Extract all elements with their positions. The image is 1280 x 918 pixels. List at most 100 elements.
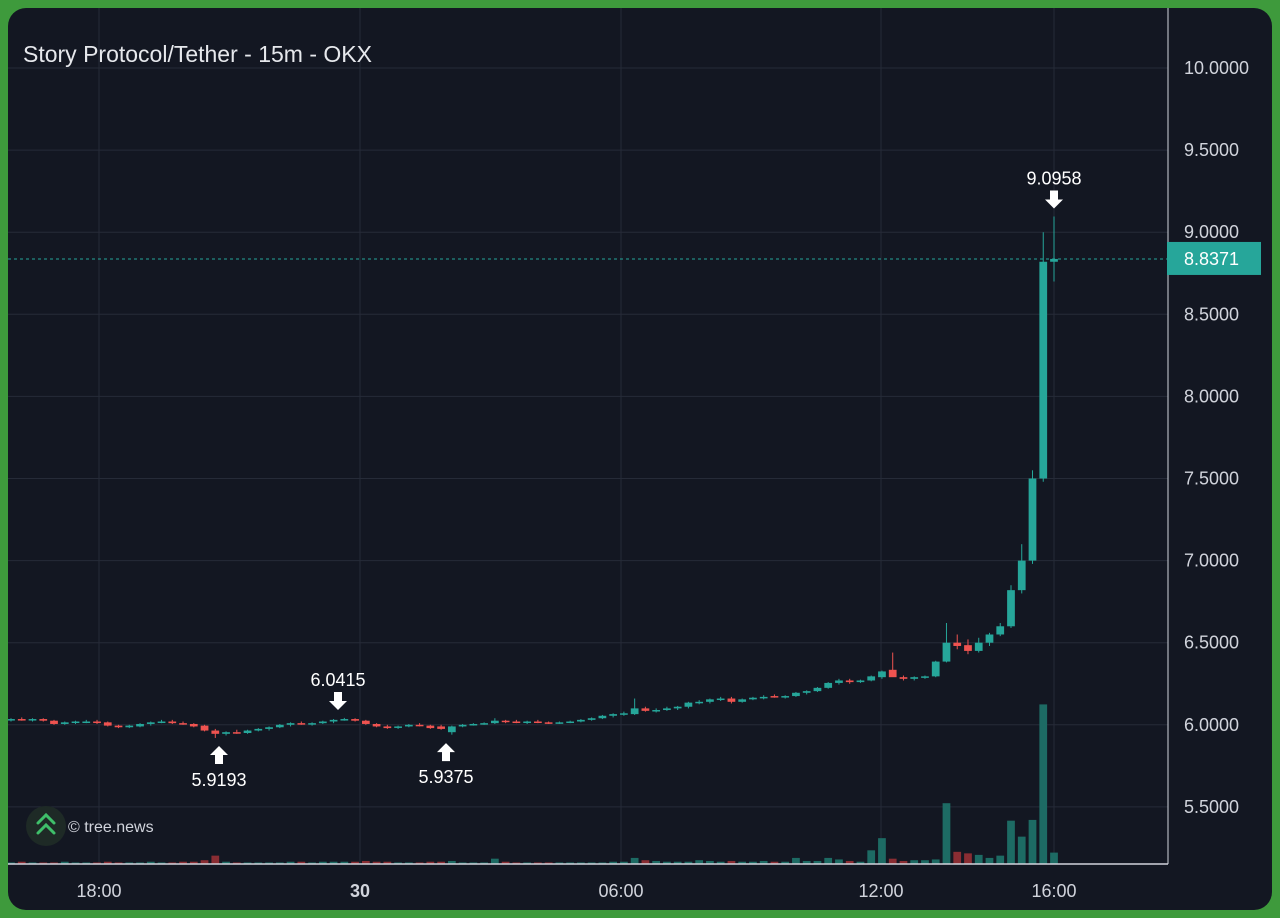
volume-bar — [673, 861, 682, 864]
candle — [394, 725, 402, 729]
candle-body — [39, 719, 48, 721]
candle — [512, 719, 521, 724]
volume-bar — [641, 860, 650, 864]
candle — [372, 723, 381, 728]
watermark: © tree.news — [26, 806, 154, 846]
candle — [469, 723, 478, 726]
volume-bar — [146, 861, 155, 864]
candle — [340, 717, 349, 721]
candle-body — [598, 715, 607, 719]
candle — [8, 718, 15, 722]
annotation-label: 5.9193 — [191, 770, 246, 790]
candle-body — [985, 634, 994, 643]
x-tick-label: 18:00 — [76, 881, 121, 901]
annotation-label: 9.0958 — [1026, 168, 1081, 188]
volume-bar — [867, 850, 876, 864]
volume-bar — [404, 862, 413, 864]
volume-bar — [125, 862, 134, 864]
candle — [114, 724, 123, 729]
chart-panel: 10.0000 9.5000 9.0000 8.5000 8.0000 7.5000 7.0… — [8, 8, 1272, 910]
candle-body — [211, 730, 220, 734]
last-price-tag: 8.8371 — [1167, 241, 1261, 275]
volume-bar — [942, 803, 951, 864]
volume-bar — [534, 862, 542, 864]
volume-bar — [8, 862, 15, 864]
y-tick-label: 7.5000 — [1184, 469, 1239, 489]
volume-bar — [888, 858, 897, 864]
candle-body — [878, 671, 886, 678]
candle-body — [663, 708, 671, 711]
candle — [200, 724, 209, 732]
volume-bar — [544, 862, 553, 864]
candle — [738, 698, 747, 703]
candle-body — [824, 682, 833, 688]
volume-bar — [770, 861, 779, 864]
candle — [243, 729, 252, 734]
candle-body — [577, 719, 585, 722]
x-tick-label: 30 — [350, 881, 370, 901]
volume-bar — [297, 861, 306, 864]
candle-body — [921, 676, 929, 678]
candle-body — [953, 642, 962, 646]
candle-body — [426, 725, 435, 729]
y-tick-label: 7.0000 — [1184, 551, 1239, 571]
volume-bar — [931, 859, 940, 864]
candle-body — [404, 724, 413, 727]
candle — [964, 639, 972, 655]
volume-bar — [953, 851, 962, 864]
candle-body — [243, 730, 252, 734]
volume-bar — [985, 857, 994, 864]
candle-body — [351, 719, 359, 721]
candle — [910, 676, 919, 681]
arrow-up-icon — [210, 746, 228, 765]
candle — [1039, 232, 1048, 482]
candle-body — [641, 708, 650, 711]
candle — [652, 708, 661, 713]
volume-bar — [813, 860, 822, 864]
candle — [168, 719, 177, 724]
candle — [706, 698, 714, 704]
candle-body — [609, 714, 618, 716]
volume-bar — [168, 862, 177, 864]
candle-body — [82, 721, 91, 724]
annotation-low: 5.9375 — [418, 743, 474, 787]
candle-body — [265, 727, 273, 729]
candle — [286, 722, 295, 727]
volume-bar — [340, 861, 349, 864]
candle — [878, 670, 886, 679]
candle-body — [749, 697, 757, 700]
candle-body — [28, 719, 37, 721]
candle-body — [856, 680, 865, 683]
volume-bar — [856, 861, 865, 864]
candle-body — [942, 642, 951, 662]
volume-bar — [243, 862, 252, 864]
volume-bar — [372, 861, 381, 864]
candle — [845, 678, 854, 684]
candle — [480, 722, 488, 725]
volume-bar — [17, 861, 26, 864]
volume-bar — [103, 861, 112, 864]
candle — [329, 719, 338, 724]
candle-body — [469, 723, 478, 726]
candle-body — [458, 724, 467, 727]
annotation-label: 5.9375 — [418, 767, 473, 787]
volume-bar — [706, 860, 714, 864]
volume-bar — [620, 861, 628, 864]
candle-body — [372, 723, 381, 727]
candle — [630, 698, 639, 715]
candle — [759, 695, 768, 700]
candle — [189, 723, 198, 728]
candle-body — [480, 723, 488, 725]
y-tick-label: 8.5000 — [1184, 304, 1239, 324]
candle-body — [759, 696, 768, 699]
last-price-label: 8.8371 — [1184, 249, 1239, 269]
x-tick-label: 12:00 — [858, 881, 903, 901]
volume-bar — [415, 862, 424, 864]
candle — [50, 719, 58, 725]
candle-body — [136, 723, 144, 727]
volume-bar — [716, 861, 725, 864]
candle-body — [630, 708, 639, 715]
volume-bar — [329, 861, 338, 864]
volume-bar — [437, 861, 445, 864]
candle — [555, 721, 564, 724]
